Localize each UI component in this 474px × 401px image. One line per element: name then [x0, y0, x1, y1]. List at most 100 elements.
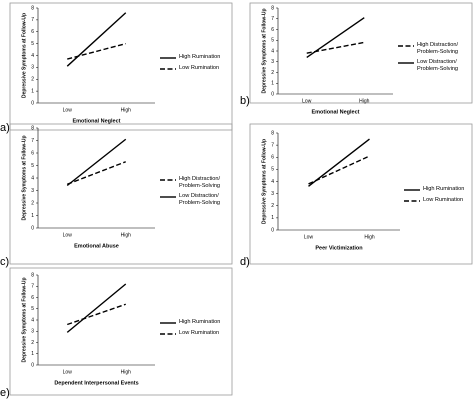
legend-label: Low Distraction/ Problem-Solving	[417, 59, 459, 72]
y-tick-label: 1	[31, 351, 34, 357]
y-tick-label: 6	[31, 295, 34, 301]
legend-entry: High Rumination	[179, 319, 221, 325]
y-tick-label: 1	[271, 215, 274, 221]
y-tick-label: 6	[271, 155, 274, 161]
legend-label: High Distraction/ Problem-Solving	[179, 176, 221, 189]
legend-label: High Rumination	[423, 186, 465, 192]
y-tick-label: 0	[31, 362, 34, 368]
y-tick-label: 7	[31, 17, 34, 23]
legend-label: Low Distraction/ Problem-Solving	[179, 193, 221, 206]
y-tick-label: 3	[271, 59, 274, 65]
legend-entry: Low Rumination	[179, 65, 220, 71]
y-tick-label: 4	[271, 48, 274, 54]
y-tick-label: 3	[31, 188, 34, 194]
legend-label: Low Rumination	[179, 330, 220, 336]
x-axis-label: Emotional Abuse	[74, 243, 119, 249]
y-tick-label: 1	[31, 213, 34, 219]
y-tick-label: 1	[271, 81, 274, 87]
x-tick-label: Low	[63, 232, 73, 238]
y-tick-label: 4	[31, 317, 34, 323]
panel-border	[249, 123, 473, 265]
x-tick-label: High	[359, 98, 370, 104]
y-axis-label: Depressive Symptoms at Follow-Up	[21, 13, 27, 98]
series-line	[308, 155, 370, 185]
x-tick-label: High	[364, 234, 375, 240]
legend-entry: High Distraction/ Problem-Solving	[179, 176, 221, 189]
y-tick-label: 8	[271, 130, 274, 136]
y-tick-label: 8	[271, 5, 274, 11]
panel-label: e)	[0, 387, 10, 399]
series-line	[67, 303, 126, 326]
y-tick-label: 8	[31, 5, 34, 11]
y-axis-label: Depressive Symptoms at Follow-Up	[261, 8, 267, 93]
y-tick-label: 5	[31, 163, 34, 169]
y-tick-label: 0	[31, 225, 34, 231]
y-tick-label: 7	[271, 16, 274, 22]
legend-entry: Low Distraction/ Problem-Solving	[417, 59, 459, 72]
panel-label: a)	[0, 122, 10, 134]
series-line	[66, 12, 127, 67]
legend-label: High Distraction/ Problem-Solving	[417, 42, 459, 55]
panel-border	[9, 123, 233, 265]
legend-entry: Low Distraction/ Problem-Solving	[179, 193, 221, 206]
y-tick-label: 6	[31, 29, 34, 35]
y-tick-label: 5	[31, 41, 34, 47]
legend-label: High Rumination	[179, 319, 221, 325]
y-tick-label: 7	[31, 284, 34, 290]
y-axis-label: Depressive Symptoms at Follow-Up	[21, 277, 27, 362]
y-tick-label: 3	[31, 65, 34, 71]
y-tick-label: 5	[31, 306, 34, 312]
panel-border	[9, 2, 233, 131]
x-tick-label: High	[121, 107, 132, 113]
legend-label: Low Rumination	[423, 197, 464, 203]
y-tick-label: 5	[271, 167, 274, 173]
x-tick-label: Low	[304, 234, 314, 240]
y-tick-label: 2	[31, 200, 34, 206]
panel-label: b)	[240, 95, 250, 107]
x-axis-label: Dependent Interpersonal Events	[54, 380, 138, 386]
y-tick-label: 3	[271, 191, 274, 197]
x-tick-label: Low	[63, 369, 73, 375]
y-tick-label: 5	[271, 38, 274, 44]
y-tick-label: 8	[31, 125, 34, 131]
x-tick-label: High	[121, 232, 132, 238]
y-tick-label: 4	[271, 179, 274, 185]
y-tick-label: 6	[271, 27, 274, 33]
y-tick-label: 3	[31, 329, 34, 335]
y-tick-label: 2	[31, 77, 34, 83]
x-tick-label: Low	[63, 107, 73, 113]
series-line	[66, 161, 127, 185]
panel-border	[9, 267, 233, 396]
y-tick-label: 8	[31, 272, 34, 278]
y-tick-label: 0	[271, 91, 274, 97]
legend-entry: High Rumination	[179, 54, 221, 60]
y-tick-label: 2	[31, 340, 34, 346]
y-tick-label: 2	[271, 70, 274, 76]
x-tick-label: Low	[302, 98, 312, 104]
legend-label: High Rumination	[179, 54, 221, 60]
y-tick-label: 2	[271, 203, 274, 209]
series-line	[66, 283, 127, 333]
legend-entry: Low Rumination	[423, 197, 464, 203]
y-tick-label: 4	[31, 175, 34, 181]
panel-border	[249, 2, 473, 104]
y-tick-label: 0	[271, 227, 274, 233]
series-line	[66, 138, 127, 187]
y-tick-label: 6	[31, 150, 34, 156]
x-axis-label: Emotional Neglect	[312, 109, 360, 115]
legend-entry: High Distraction/ Problem-Solving	[417, 42, 459, 55]
series-line	[67, 42, 126, 60]
x-tick-label: High	[121, 369, 132, 375]
series-line	[306, 17, 365, 59]
y-tick-label: 4	[31, 53, 34, 59]
y-tick-label: 0	[31, 100, 34, 106]
x-axis-label: Peer Victimization	[315, 245, 363, 251]
legend-entry: High Rumination	[423, 186, 465, 192]
series-line	[308, 138, 370, 187]
panel-label: d)	[240, 256, 250, 268]
x-axis-label: Emotional Neglect	[73, 118, 121, 124]
legend-entry: Low Rumination	[179, 330, 220, 336]
y-axis-label: Depressive Symptoms at Follow-Up	[261, 139, 267, 224]
legend-label: Low Rumination	[179, 65, 220, 71]
